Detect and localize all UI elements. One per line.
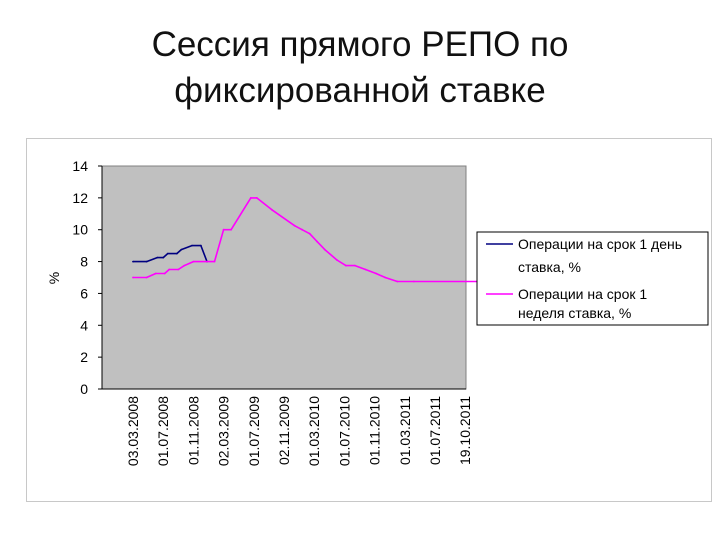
legend-label-1: Операции на срок 1 день bbox=[518, 236, 682, 252]
x-tick-label: 01.07.2010 bbox=[336, 396, 352, 466]
x-tick-label: 01.07.2011 bbox=[427, 396, 443, 465]
y-tick-label: 8 bbox=[80, 254, 88, 270]
series-2-point bbox=[271, 208, 273, 211]
series-2-point bbox=[413, 280, 415, 283]
series-2-point bbox=[132, 276, 134, 279]
series-2-point bbox=[396, 280, 399, 283]
series-2-point bbox=[354, 264, 356, 267]
y-tick-label: 4 bbox=[80, 317, 88, 333]
x-tick-label: 01.11.2010 bbox=[367, 396, 383, 465]
series-line-1 bbox=[133, 244, 208, 263]
y-tick-label: 2 bbox=[80, 349, 88, 365]
series-2-point bbox=[336, 259, 338, 261]
x-tick-label: 01.03.2010 bbox=[306, 396, 322, 466]
legend-label-2: неделя ставка, % bbox=[518, 305, 631, 321]
series-1-point bbox=[145, 260, 148, 263]
series-1-point bbox=[166, 252, 169, 255]
x-tick-label: 01.03.2011 bbox=[397, 396, 413, 465]
series-2-point bbox=[163, 272, 166, 275]
y-tick-label: 12 bbox=[72, 190, 88, 206]
series-1-point bbox=[156, 256, 159, 259]
x-tick-label: 02.11.2009 bbox=[276, 396, 292, 465]
series-2-point bbox=[177, 268, 180, 271]
series-2-point bbox=[293, 224, 296, 227]
series-2-point bbox=[301, 228, 303, 231]
legend-label-2: Операции на срок 1 bbox=[518, 286, 647, 302]
series-1-point bbox=[132, 260, 134, 263]
series-2-point bbox=[384, 276, 387, 279]
series-2-point bbox=[316, 240, 319, 243]
series-2-point bbox=[249, 197, 252, 199]
slide-title-line-2: фиксированной ставке bbox=[174, 71, 546, 110]
series-2-point bbox=[323, 248, 326, 251]
series-1-point bbox=[191, 244, 193, 247]
series-2-point bbox=[192, 260, 195, 263]
x-tick-label: 19.10.2011 bbox=[457, 396, 473, 465]
series-2-point bbox=[145, 276, 148, 279]
series-2-point bbox=[222, 228, 225, 231]
x-tick-label: 02.03.2009 bbox=[216, 396, 232, 466]
series-2-point bbox=[375, 272, 377, 275]
y-tick-label: 0 bbox=[80, 381, 88, 397]
x-tick-label: 01.11.2008 bbox=[185, 396, 201, 465]
y-tick-label: 14 bbox=[72, 158, 88, 174]
series-2-point bbox=[345, 264, 347, 267]
legend bbox=[476, 231, 709, 326]
series-2-point bbox=[213, 260, 216, 263]
x-tick-label: 01.07.2009 bbox=[246, 396, 262, 466]
y-tick-label: 6 bbox=[80, 285, 88, 301]
y-axis-title: % bbox=[46, 272, 62, 284]
x-tick-label: 03.03.2008 bbox=[125, 396, 141, 466]
series-1-point bbox=[200, 244, 202, 247]
series-2-point bbox=[154, 272, 157, 275]
series-1-point bbox=[180, 248, 183, 251]
slide-title: Сессия прямого РЕПО по фиксированной ста… bbox=[60, 22, 660, 114]
series-2-point bbox=[230, 228, 233, 231]
series-2-point bbox=[364, 268, 367, 271]
series-1-point bbox=[175, 252, 178, 255]
y-tick-label: 10 bbox=[72, 222, 88, 238]
series-2-point bbox=[308, 232, 311, 235]
slide-title-line-1: Сессия прямого РЕПО по bbox=[151, 25, 569, 64]
plot-area bbox=[101, 165, 467, 390]
series-2-point bbox=[168, 268, 171, 271]
series-2-point bbox=[183, 264, 186, 267]
legend-label-1: ставка, % bbox=[518, 259, 581, 275]
series-2-point bbox=[255, 197, 258, 199]
series-1-point bbox=[162, 256, 165, 259]
x-tick-label: 01.07.2008 bbox=[155, 396, 171, 466]
